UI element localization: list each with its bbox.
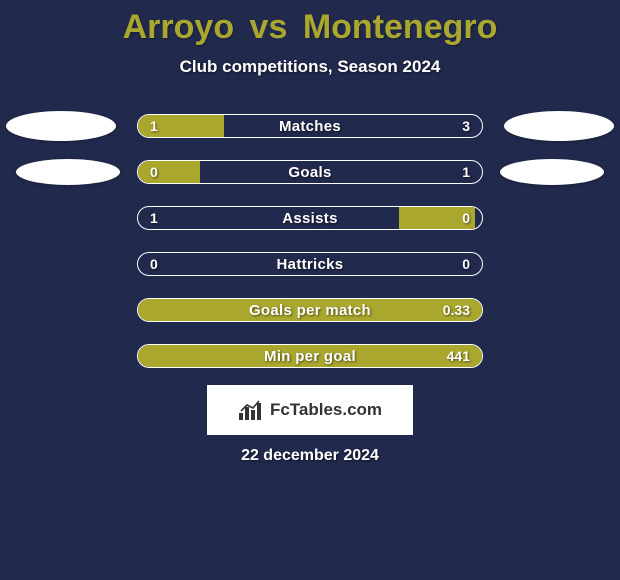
stat-bar: 13Matches [137,114,483,138]
player1-avatar [6,111,116,141]
stat-label: Min per goal [138,345,482,367]
vs-text: vs [250,8,288,46]
stat-label: Matches [138,115,482,137]
subtitle: Club competitions, Season 2024 [0,57,620,77]
stat-row: 13Matches [0,103,620,149]
stats-rows: 13Matches 01Goals 10Assists 00Hattricks 0.33… [0,103,620,379]
player2-avatar [504,111,614,141]
comparison-card: Arroyo vs Montenegro Club competitions, … [0,0,620,580]
stat-bar: 0.33Goals per match [137,298,483,322]
stat-row: 10Assists [0,195,620,241]
stat-row: 00Hattricks [0,241,620,287]
player2-avatar [500,159,604,185]
stat-bar: 10Assists [137,206,483,230]
stat-label: Goals [138,161,482,183]
brand-text: FcTables.com [270,400,382,420]
date-text: 22 december 2024 [0,447,620,465]
stat-label: Assists [138,207,482,229]
headline: Arroyo vs Montenegro [0,8,620,47]
player1-name: Arroyo [123,8,234,46]
stat-row: 0.33Goals per match [0,287,620,333]
bars-icon [238,399,264,421]
stat-label: Goals per match [138,299,482,321]
stat-row: 01Goals [0,149,620,195]
brand-box: FcTables.com [207,385,413,435]
stat-label: Hattricks [138,253,482,275]
stat-bar: 01Goals [137,160,483,184]
stat-row: 441Min per goal [0,333,620,379]
stat-bar: 00Hattricks [137,252,483,276]
stat-bar: 441Min per goal [137,344,483,368]
player1-avatar [16,159,120,185]
player2-name: Montenegro [303,8,498,46]
